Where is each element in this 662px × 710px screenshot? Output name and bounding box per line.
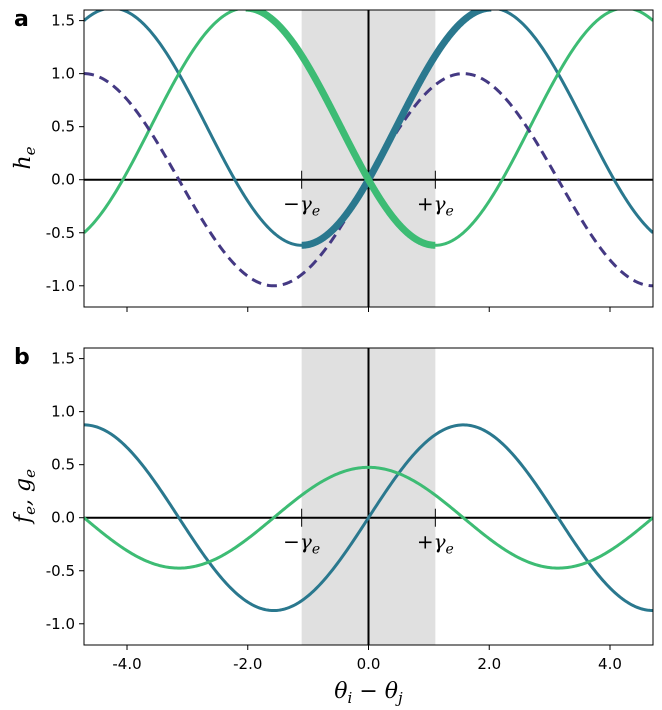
y-tick-label: 0.5 <box>51 456 75 474</box>
series-highlight-teal <box>301 10 492 249</box>
panel-label-a: a <box>14 7 29 32</box>
y-tick-label: 1.0 <box>51 65 75 83</box>
y-axis-label: fe, ge <box>11 469 39 525</box>
y-tick-label: 0.5 <box>51 118 75 136</box>
panel-a: -1.0 -0.5 0.0 0.5 1.0 1.5 −γe +γe a he <box>11 7 654 312</box>
y-tick-label: 1.0 <box>51 403 75 421</box>
x-tick-label: -4.0 <box>112 655 141 673</box>
series-highlight-green <box>245 10 436 249</box>
y-axis-label: he <box>11 146 39 169</box>
y-tick-label: -0.5 <box>46 562 75 580</box>
x-tick-label: -2.0 <box>233 655 262 673</box>
series-line-green <box>84 465 653 570</box>
y-tick-label: 1.5 <box>51 350 75 368</box>
y-tick-label: 1.5 <box>51 12 75 30</box>
minus-gamma-label: −γe <box>283 530 320 558</box>
minus-gamma-label: −γe <box>283 192 320 220</box>
y-tick-label: 0.0 <box>51 509 75 527</box>
y-tick-label: -1.0 <box>46 615 75 633</box>
x-tick-label: 0.0 <box>357 655 381 673</box>
y-tick-label: 0.0 <box>51 171 75 189</box>
x-tick-label: 4.0 <box>598 655 622 673</box>
x-tick-label: 2.0 <box>477 655 501 673</box>
y-tick-label: -0.5 <box>46 224 75 242</box>
plus-gamma-label: +γe <box>417 192 454 220</box>
series-line-teal <box>84 423 653 613</box>
plus-gamma-label: +γe <box>417 530 454 558</box>
y-tick-label: -1.0 <box>46 277 75 295</box>
series-line-purple-dashed <box>84 72 653 288</box>
x-axis-label: θi − θj <box>334 679 403 707</box>
panel-label-b: b <box>14 345 30 370</box>
panel-b: -1.0 -0.5 0.0 0.5 1.0 1.5 -4.0 -2.0 0.0 2.0 4.0 −γe… <box>11 345 654 707</box>
